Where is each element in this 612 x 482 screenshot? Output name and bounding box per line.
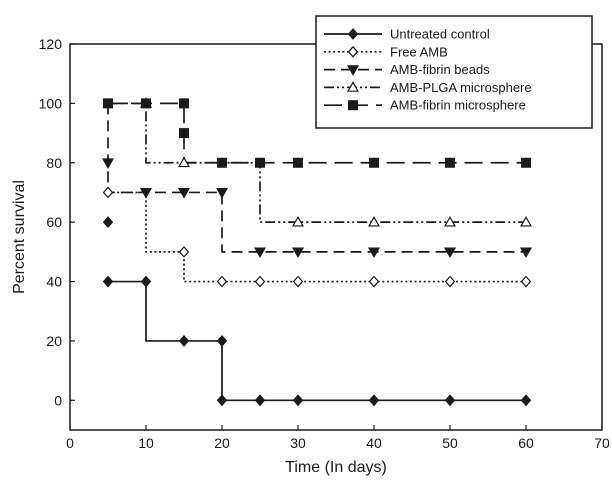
- point-untreated-control: [444, 394, 456, 407]
- point-free-amb: [444, 275, 456, 288]
- point-untreated-control: [140, 275, 152, 288]
- legend-marker-untreated-control: [347, 28, 359, 40]
- point-amb-fibrin-microsphere: [369, 157, 380, 168]
- point-amb-fibrin-microsphere: [255, 157, 266, 168]
- point-amb-fibrin-microsphere: [179, 128, 190, 139]
- x-axis-title: Time (In days): [285, 459, 387, 476]
- x-tick-label: 50: [442, 435, 458, 451]
- point-amb-fibrin-microsphere: [217, 157, 228, 168]
- y-tick-label: 20: [46, 333, 62, 349]
- legend-marker-amb-fibrin-beads: [346, 65, 360, 76]
- point-amb-fibrin-beads: [253, 247, 267, 259]
- point-free-amb: [254, 275, 266, 288]
- point-untreated-control: [178, 335, 190, 347]
- legend-label-amb-fibrin-beads: AMB-fibrin beads: [390, 62, 490, 77]
- legend-marker-amb-fibrin-microsphere: [348, 100, 359, 111]
- series-markers: [101, 97, 533, 407]
- point-free-amb: [178, 245, 190, 258]
- axes: 0 10 20 30 40 50 60 70 0 20 40 60 80 100 120: [39, 36, 610, 451]
- x-tick-label: 10: [138, 435, 154, 451]
- x-tick-label: 40: [366, 435, 382, 451]
- legend-marker-amb-plga-microsphere: [346, 81, 360, 92]
- point-amb-fibrin-beads: [101, 158, 115, 169]
- point-untreated-control: [102, 216, 114, 229]
- point-amb-plga-microsphere: [443, 215, 457, 227]
- y-tick-label: 40: [46, 274, 62, 290]
- point-amb-fibrin-beads: [519, 247, 533, 259]
- point-untreated-control: [216, 335, 228, 347]
- y-tick-label: 100: [39, 95, 63, 111]
- y-tick-label: 60: [46, 214, 62, 230]
- point-untreated-control: [254, 394, 266, 407]
- series-line-untreated-control: [108, 280, 526, 402]
- point-amb-plga-microsphere: [291, 215, 305, 227]
- point-amb-fibrin-beads: [177, 188, 191, 199]
- y-tick-label: 0: [54, 392, 62, 408]
- point-amb-fibrin-beads: [443, 247, 457, 259]
- point-free-amb: [102, 186, 114, 199]
- x-tick-label: 30: [290, 435, 306, 451]
- y-tick-label: 80: [46, 155, 62, 171]
- point-amb-fibrin-microsphere: [141, 98, 152, 109]
- y-tick-label: 120: [39, 36, 63, 52]
- point-amb-fibrin-microsphere: [445, 157, 456, 168]
- point-amb-plga-microsphere: [367, 215, 381, 227]
- legend: Untreated control Free AMB AMB-fibrin bead…: [315, 15, 593, 129]
- point-amb-fibrin-beads: [291, 247, 305, 259]
- legend-marker-free-amb: [347, 45, 359, 58]
- legend-label-amb-fibrin-microsphere: AMB-fibrin microsphere: [390, 98, 526, 113]
- x-tick-label: 20: [214, 435, 230, 451]
- point-free-amb: [520, 275, 532, 288]
- point-amb-fibrin-beads: [215, 188, 229, 199]
- point-amb-plga-microsphere: [177, 156, 191, 168]
- point-amb-fibrin-microsphere: [102, 98, 113, 109]
- legend-label-free-amb: Free AMB: [390, 44, 448, 59]
- point-amb-fibrin-microsphere: [293, 157, 304, 168]
- point-amb-fibrin-beads: [139, 188, 153, 199]
- point-untreated-control: [216, 394, 228, 407]
- point-free-amb: [368, 275, 380, 288]
- x-tick-label: 70: [594, 435, 610, 451]
- point-untreated-control: [520, 394, 532, 407]
- point-free-amb: [292, 275, 304, 288]
- series-lines: [107, 102, 526, 402]
- point-free-amb: [216, 275, 228, 288]
- point-amb-fibrin-microsphere: [520, 157, 531, 168]
- point-untreated-control: [292, 394, 304, 407]
- legend-label-untreated-control: Untreated control: [390, 27, 490, 42]
- point-amb-plga-microsphere: [519, 215, 533, 227]
- point-amb-fibrin-microsphere: [179, 98, 190, 109]
- point-amb-fibrin-beads: [367, 247, 381, 259]
- point-untreated-control: [368, 394, 380, 407]
- series-line-free-amb: [108, 191, 526, 283]
- legend-label-amb-plga-microsphere: AMB-PLGA microsphere: [390, 80, 532, 95]
- x-tick-label: 60: [518, 435, 534, 451]
- x-tick-label: 0: [66, 435, 74, 451]
- point-untreated-control: [102, 275, 114, 288]
- y-axis-title: Percent survival: [11, 180, 28, 294]
